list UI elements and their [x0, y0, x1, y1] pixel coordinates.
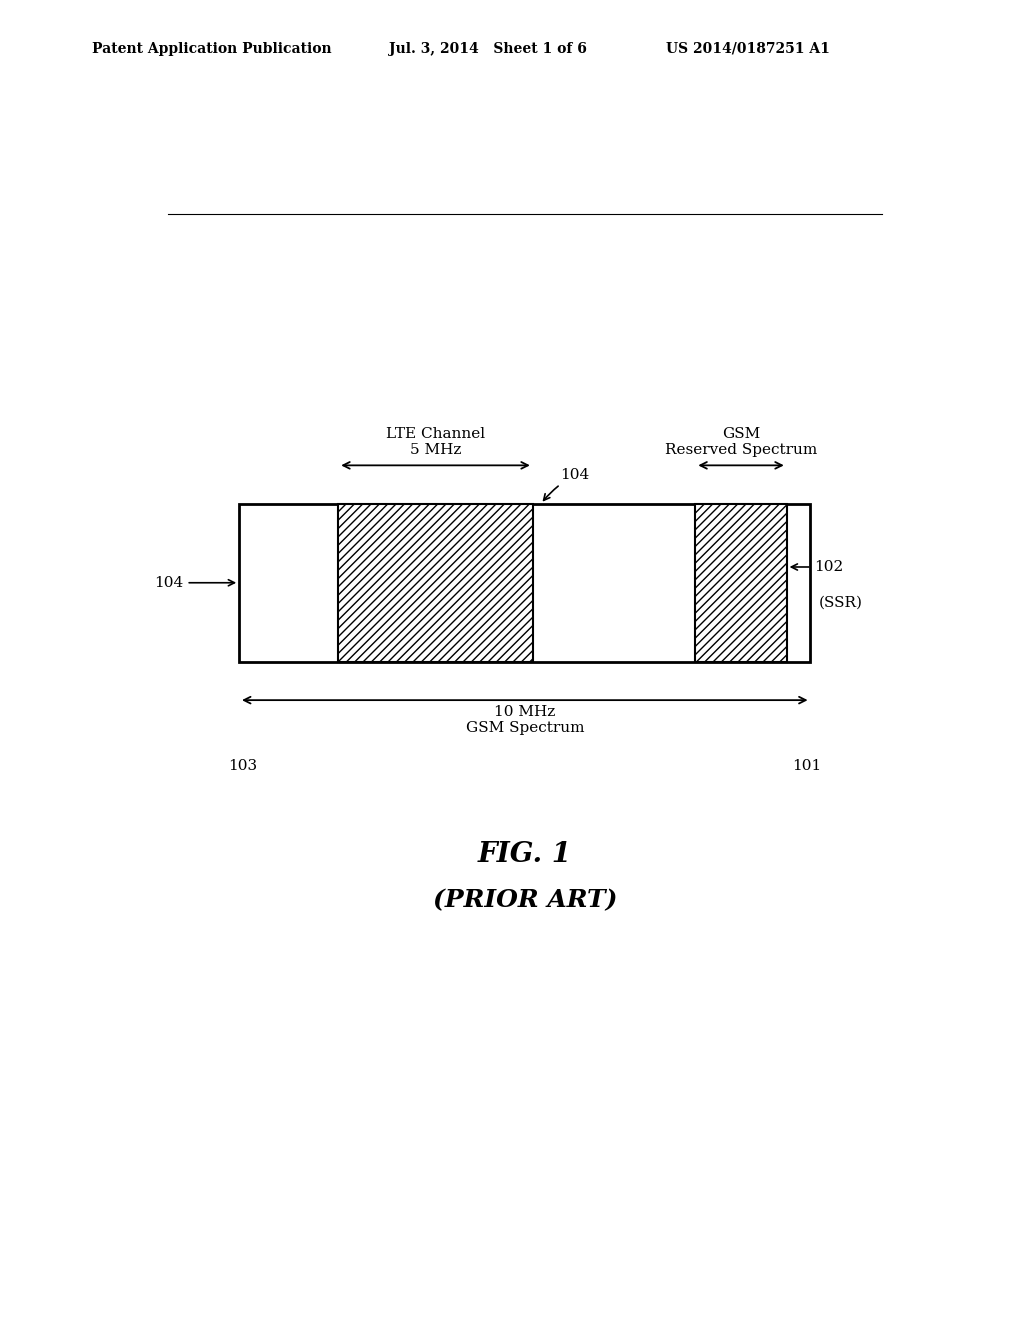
Text: 104: 104: [155, 576, 234, 590]
Text: 102: 102: [792, 560, 844, 574]
Bar: [695, 504, 786, 661]
Text: LTE Channel
5 MHz: LTE Channel 5 MHz: [386, 428, 485, 457]
Text: FIG. 1: FIG. 1: [478, 841, 571, 869]
Text: (PRIOR ART): (PRIOR ART): [432, 888, 617, 912]
Text: 101: 101: [792, 759, 821, 774]
Text: US 2014/0187251 A1: US 2014/0187251 A1: [666, 42, 829, 55]
Text: Patent Application Publication: Patent Application Publication: [92, 42, 332, 55]
Bar: [240, 504, 811, 661]
Text: GSM
Reserved Spectrum: GSM Reserved Spectrum: [665, 428, 817, 457]
Text: 10 MHz
GSM Spectrum: 10 MHz GSM Spectrum: [466, 705, 584, 735]
Text: (SSR): (SSR): [818, 595, 862, 610]
Bar: [338, 504, 532, 661]
Text: Jul. 3, 2014   Sheet 1 of 6: Jul. 3, 2014 Sheet 1 of 6: [389, 42, 587, 55]
Text: 103: 103: [228, 759, 258, 774]
Text: 104: 104: [544, 467, 590, 500]
